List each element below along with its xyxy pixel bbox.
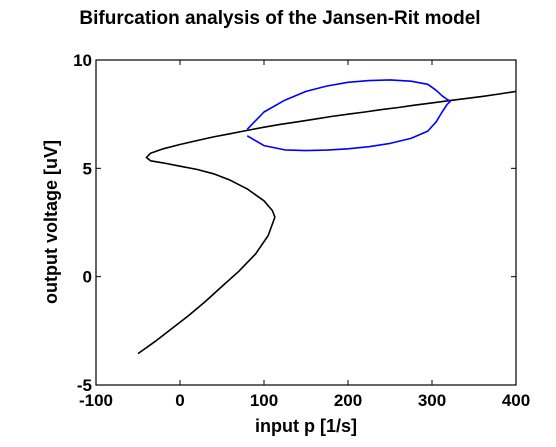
y-tick-label: -5	[77, 376, 92, 395]
x-axis-label: input p [1/s]	[255, 416, 357, 436]
x-tick-label: 0	[175, 391, 184, 410]
series-line-3	[246, 100, 452, 152]
plot-frame	[95, 59, 517, 386]
x-axis-ticks: -100 0 100 200 300 400	[79, 60, 530, 410]
x-tick-label: 300	[418, 391, 446, 410]
y-axis-label: output voltage [uV]	[41, 140, 61, 304]
series-line-1	[137, 90, 517, 355]
x-tick-label: -100	[79, 391, 113, 410]
chart-title: Bifurcation analysis of the Jansen-Rit m…	[79, 8, 480, 29]
x-tick-label: 400	[502, 391, 530, 410]
series-line-2	[246, 79, 451, 130]
x-tick-label: 200	[334, 391, 362, 410]
y-axis-ticks: -5 0 5 10	[73, 51, 516, 395]
y-tick-label: 10	[73, 51, 92, 70]
y-tick-label: 5	[83, 159, 92, 178]
x-tick-label: 100	[250, 391, 278, 410]
series-layer	[137, 79, 517, 355]
y-tick-label: 0	[83, 268, 92, 287]
